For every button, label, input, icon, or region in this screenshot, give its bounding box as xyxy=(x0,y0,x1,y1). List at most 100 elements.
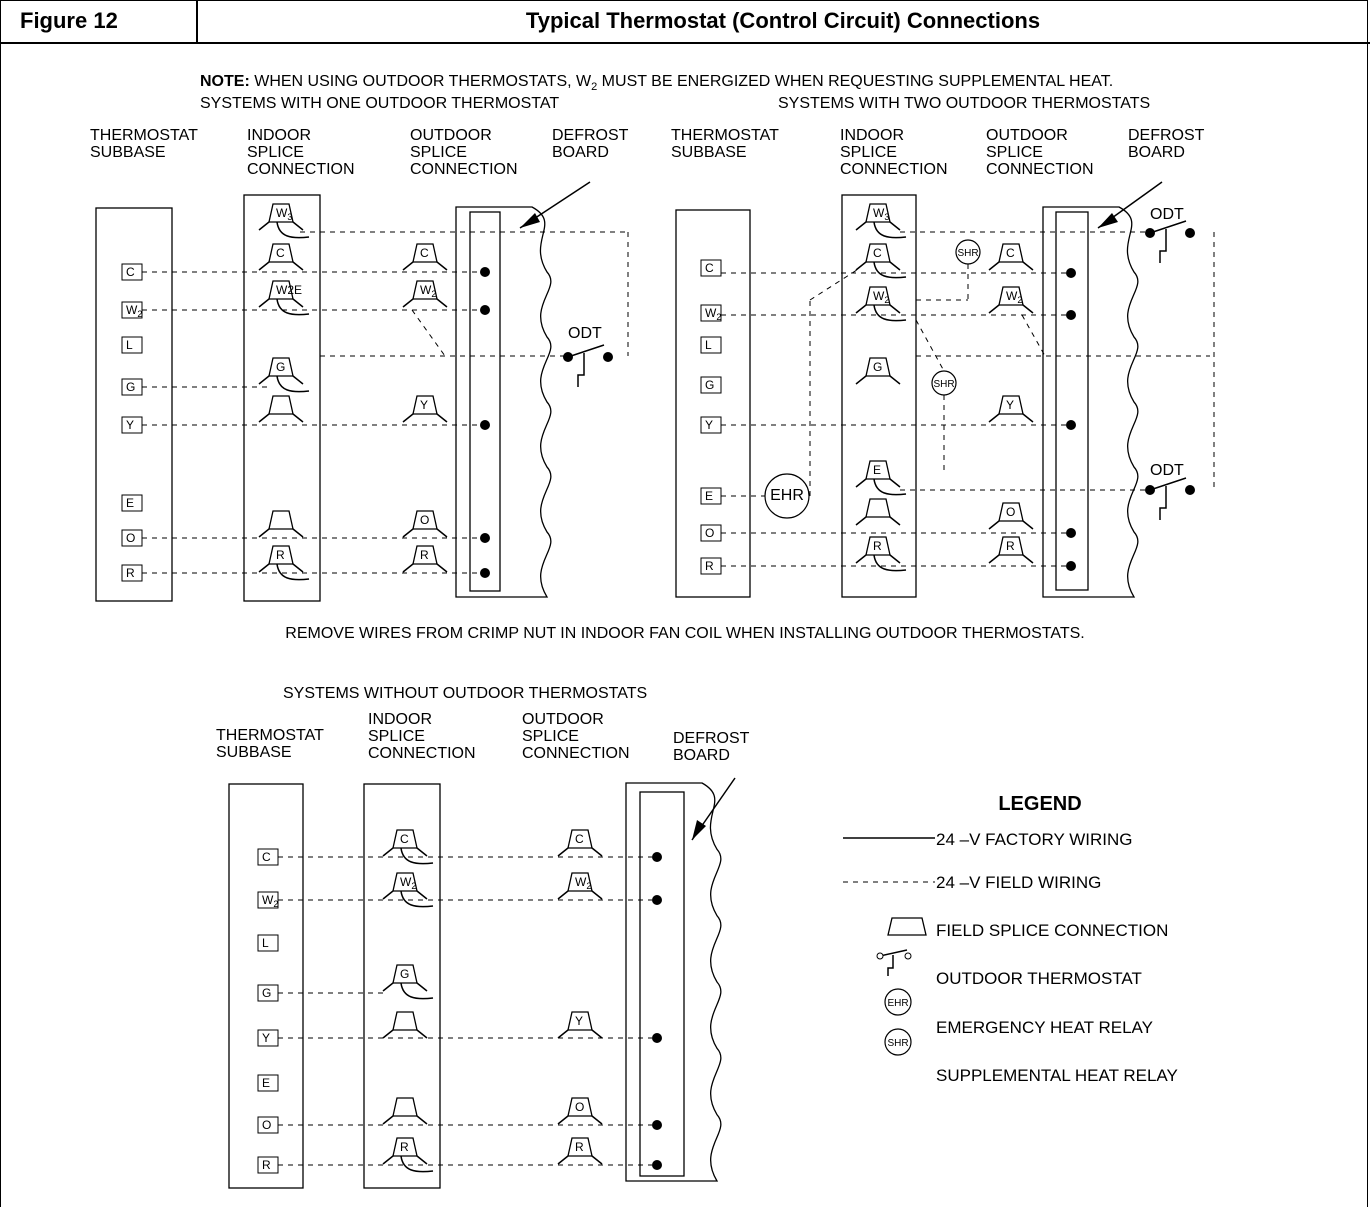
legend-item: FIELD SPLICE CONNECTION xyxy=(936,921,1168,940)
splice-lead xyxy=(382,847,428,857)
splice-connector xyxy=(567,872,593,892)
defrost-board-outline xyxy=(625,782,722,1182)
defrost-board-outline xyxy=(1042,206,1139,598)
splice-lead xyxy=(855,221,901,231)
splice-label: R xyxy=(1006,539,1015,553)
splice-lead xyxy=(382,890,428,900)
splice-label: G xyxy=(873,360,882,374)
arrowhead xyxy=(520,213,540,228)
terminal-label: C xyxy=(126,265,135,279)
factory-wire xyxy=(400,982,434,1000)
terminal-label: E xyxy=(705,489,713,503)
splice-lead xyxy=(258,261,304,271)
splice-connector xyxy=(998,286,1024,306)
splice-connector xyxy=(268,203,294,223)
splice-connector xyxy=(998,395,1024,415)
defrost-label: DEFROST BOARD xyxy=(673,730,750,764)
connection-dot xyxy=(1066,310,1076,320)
terminal-label: G xyxy=(705,378,714,392)
splice-connector xyxy=(268,243,294,263)
factory-wire xyxy=(873,261,907,279)
legend-item: 24 –V FIELD WIRING xyxy=(936,873,1101,892)
splice-connector xyxy=(865,203,891,223)
terminal-g xyxy=(700,376,722,394)
splice-lead xyxy=(382,1115,428,1125)
relay-label: SHR xyxy=(957,248,978,259)
factory-wire xyxy=(400,890,434,908)
factory-wire xyxy=(276,298,310,316)
terminal-label: G xyxy=(262,986,271,1000)
splice-connector xyxy=(412,395,438,415)
connection-dot xyxy=(480,568,490,578)
splice-connector xyxy=(998,502,1024,522)
terminal-label: Y xyxy=(126,418,134,432)
relay-label: EHR xyxy=(887,998,908,1009)
relay-label: EHR xyxy=(770,487,804,504)
thermostat-label: THERMOSTAT SUBBASE xyxy=(90,127,198,161)
splice-connector xyxy=(412,280,438,300)
factory-wire xyxy=(873,221,907,239)
figure-title: Typical Thermostat (Control Circuit) Con… xyxy=(525,8,1041,33)
factory-wire xyxy=(400,847,434,865)
odt-label: ODT xyxy=(568,325,602,342)
splice-lead xyxy=(855,478,901,488)
section-title: SYSTEMS WITH ONE OUTDOOR THERMOSTAT xyxy=(200,95,559,112)
legend-item: EMERGENCY HEAT RELAY xyxy=(936,1018,1153,1037)
splice-connector xyxy=(865,536,891,556)
terminal-label: R xyxy=(262,1158,271,1172)
legend-odt-contact xyxy=(904,952,912,960)
terminal-label: E xyxy=(126,496,134,510)
odt-label-top: ODT xyxy=(1150,206,1184,223)
connection-dot xyxy=(652,895,662,905)
terminal-c xyxy=(700,259,722,277)
splice-connector xyxy=(392,1097,418,1117)
defrost-terminal-strip xyxy=(1055,211,1089,591)
odt-switch xyxy=(1149,477,1187,520)
factory-wire xyxy=(276,375,310,393)
legend-splice-icon xyxy=(887,917,927,936)
arrowhead xyxy=(1098,213,1118,228)
terminal-l xyxy=(121,336,143,354)
splice-lead xyxy=(988,554,1034,564)
section-title: SYSTEMS WITH TWO OUTDOOR THERMOSTATS xyxy=(778,95,1150,112)
connection-dot xyxy=(1066,561,1076,571)
connection-dot xyxy=(652,1033,662,1043)
splice-label: C xyxy=(276,246,285,260)
odt-switch xyxy=(1149,220,1187,263)
splice-lead xyxy=(402,413,448,423)
splice-lead xyxy=(258,563,304,573)
splice-label: C xyxy=(575,832,584,846)
connection-dot xyxy=(480,267,490,277)
splice-connector xyxy=(998,243,1024,263)
splice-label: G xyxy=(400,967,409,981)
splice-label: R xyxy=(400,1140,409,1154)
terminal-label: L xyxy=(705,338,712,352)
note-text: NOTE: WHEN USING OUTDOOR THERMOSTATS, W2… xyxy=(200,73,1113,93)
factory-wire xyxy=(873,478,907,496)
connection-dot xyxy=(652,852,662,862)
splice-lead xyxy=(402,528,448,538)
splice-connector xyxy=(268,357,294,377)
splice-label: O xyxy=(575,1100,584,1114)
splice-label: C xyxy=(420,246,429,260)
splice-lead xyxy=(557,1155,603,1165)
connection-dot xyxy=(1185,228,1195,238)
factory-wire xyxy=(873,554,907,572)
connection-dot xyxy=(652,1120,662,1130)
legend-odt-icon xyxy=(879,949,908,976)
terminal-label: E xyxy=(262,1076,270,1090)
terminal-label: W2 xyxy=(705,306,721,322)
splice-label: W2 xyxy=(575,875,591,891)
splice-label: W2 xyxy=(400,875,416,891)
splice-label: O xyxy=(420,513,429,527)
splice-label: W3 xyxy=(276,206,292,222)
splice-connector xyxy=(412,510,438,530)
splice-connector xyxy=(865,498,891,518)
defrost-terminal-strip xyxy=(469,211,501,592)
splice-lead xyxy=(382,1029,428,1039)
splice-connector xyxy=(392,829,418,849)
splice-label: W2E xyxy=(276,283,302,297)
indoor-label: INDOOR SPLICE CONNECTION xyxy=(247,127,355,178)
splice-connector xyxy=(268,280,294,300)
defrost-label: DEFROST BOARD xyxy=(1128,127,1205,161)
